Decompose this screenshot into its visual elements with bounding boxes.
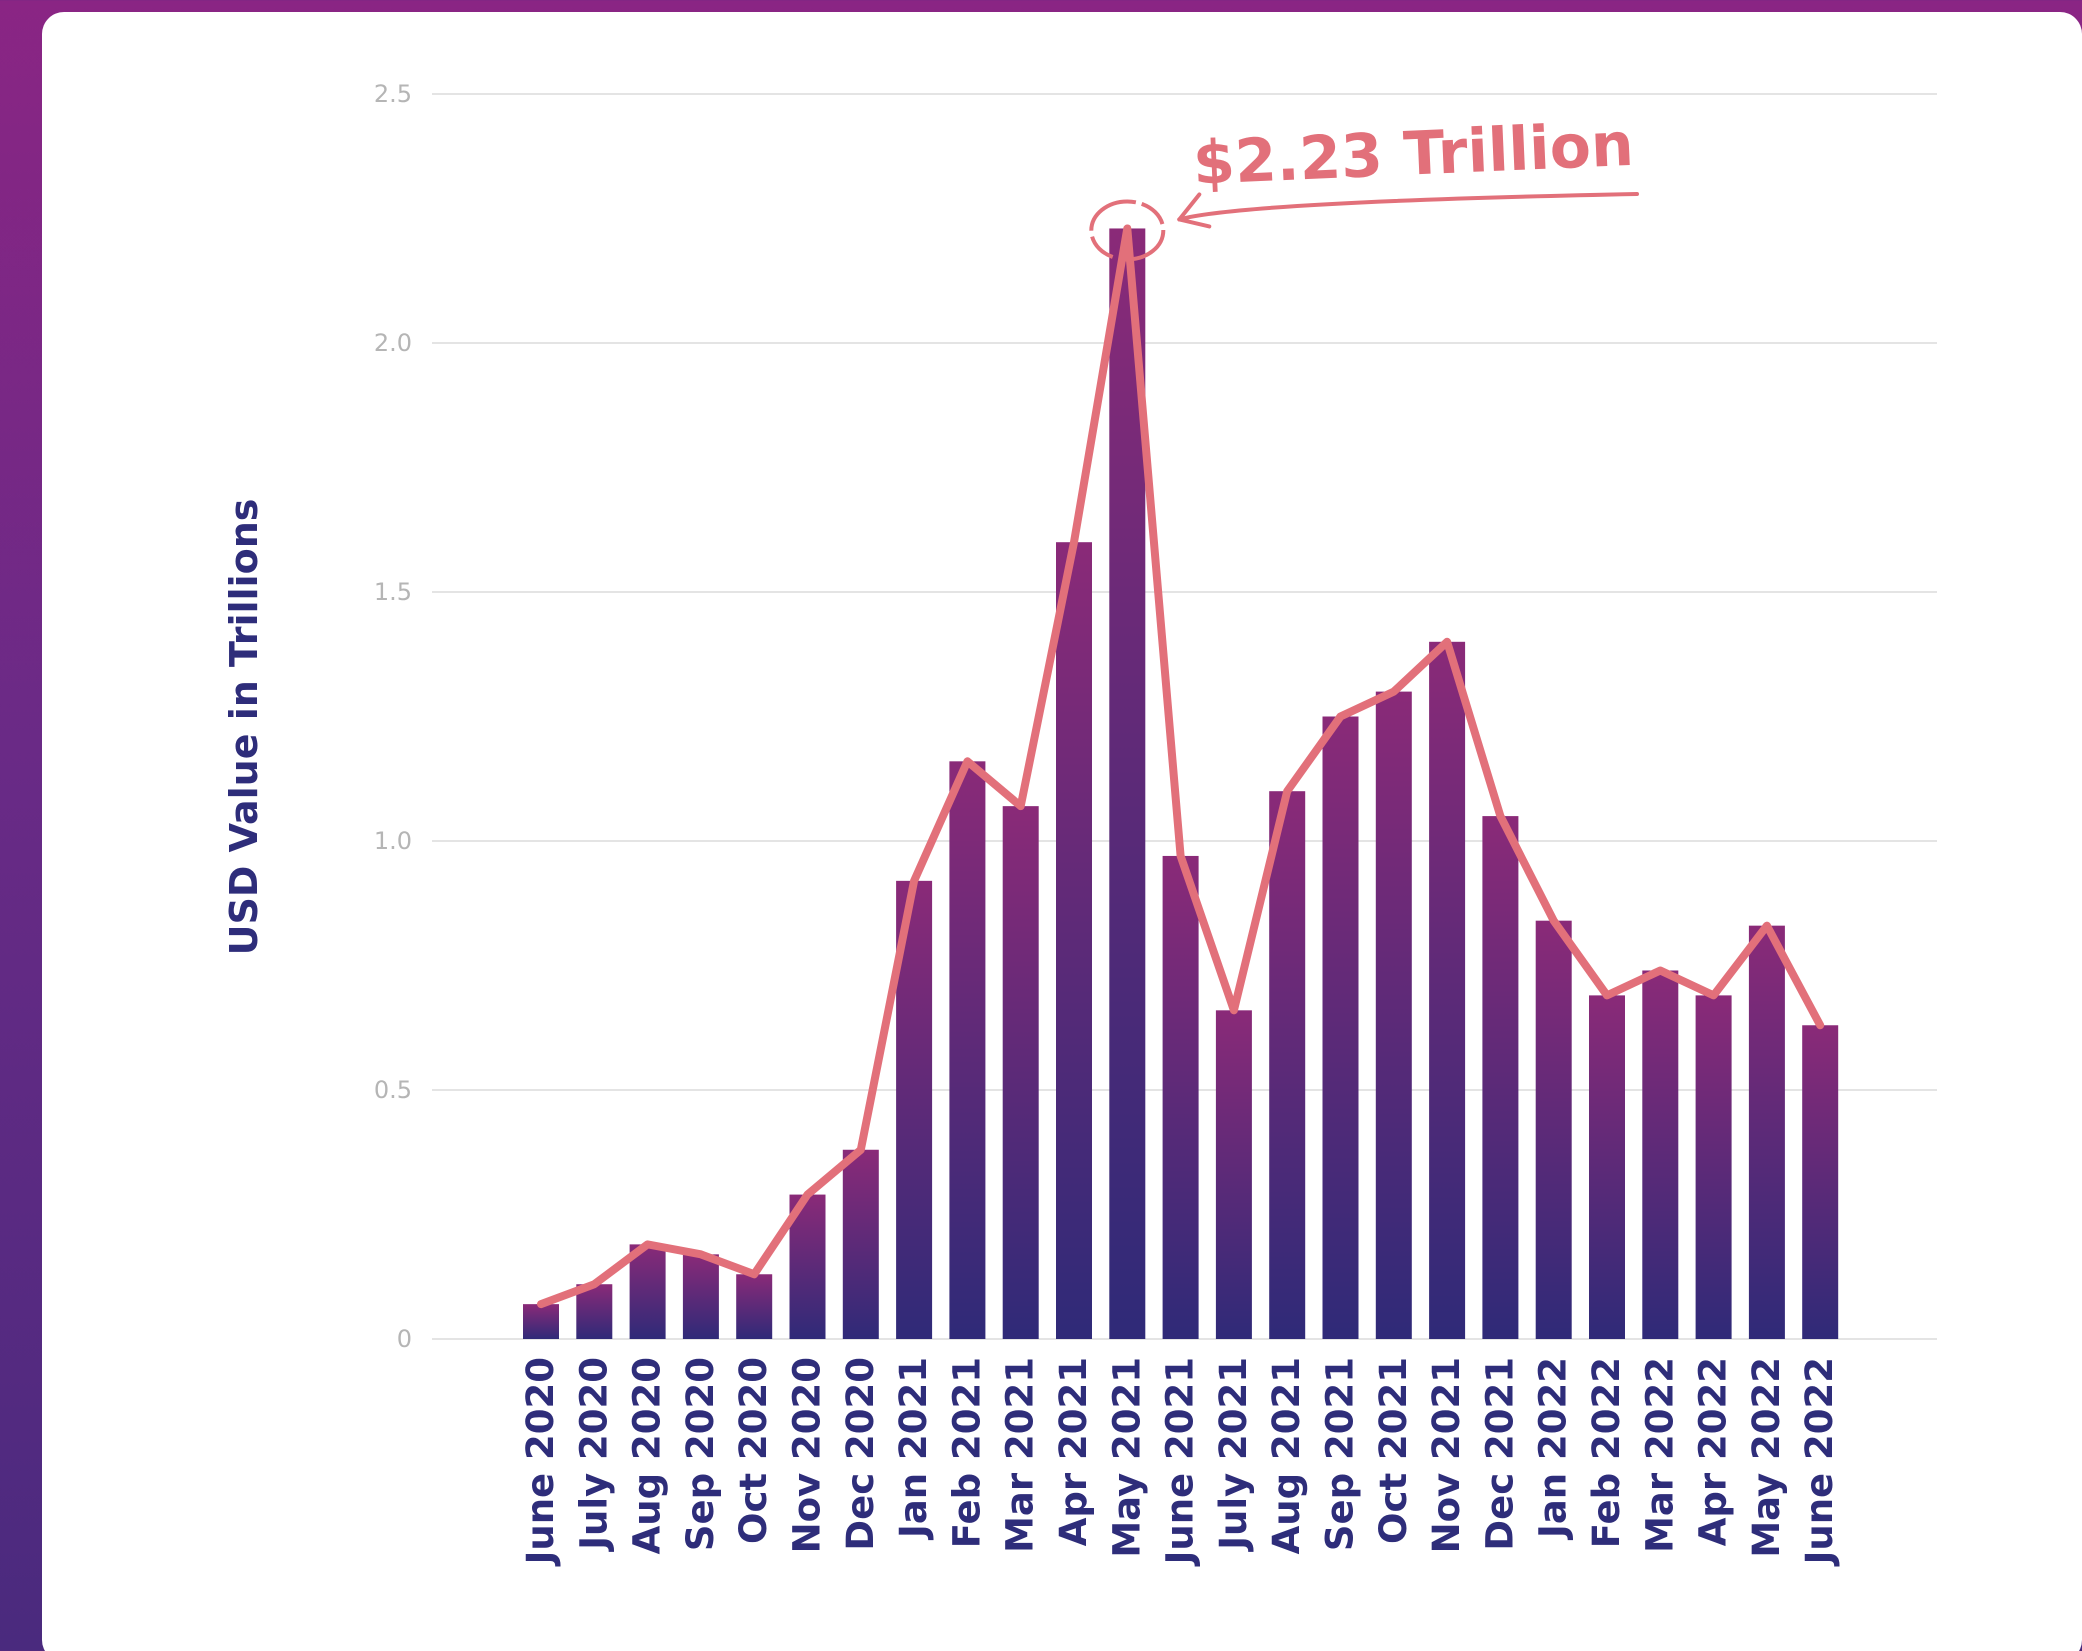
x-axis-labels: June 2020 July 2020 Aug 2020 Sep 2020 Oct 20…	[519, 1357, 1841, 1567]
y-tick-label: 1.5	[374, 578, 412, 606]
bar	[1215, 1010, 1252, 1339]
chart-card: 0 0.5 1.0 1.5 2.0 2.5 June 2020 July 2020 Aug 2…	[42, 12, 2082, 1651]
x-tick-label: Jan 2022	[1532, 1357, 1575, 1541]
x-tick-label: Dec 2020	[839, 1357, 882, 1551]
bar	[576, 1284, 613, 1339]
x-tick-label: Mar 2022	[1638, 1357, 1681, 1553]
bar	[1748, 925, 1785, 1339]
x-tick-label: Sep 2020	[679, 1357, 722, 1551]
bar	[1002, 806, 1039, 1339]
chart: 0 0.5 1.0 1.5 2.0 2.5 June 2020 July 2020 Aug 2…	[222, 80, 1937, 1567]
bar	[1695, 995, 1732, 1339]
bar	[949, 761, 986, 1339]
x-tick-label: Mar 2021	[999, 1357, 1042, 1553]
x-tick-label: Jan 2021	[892, 1357, 935, 1541]
x-tick-label: Apr 2021	[1052, 1357, 1095, 1546]
y-axis-title: USD Value in Trillions	[222, 499, 266, 956]
x-tick-label: Nov 2021	[1425, 1357, 1468, 1553]
bar	[842, 1149, 879, 1339]
x-tick-label: June 2022	[1798, 1357, 1841, 1567]
bar	[736, 1274, 773, 1339]
bar	[1429, 641, 1466, 1339]
x-tick-label: Aug 2021	[1265, 1357, 1308, 1554]
y-tick-label: 1.0	[374, 827, 412, 855]
bar	[1322, 716, 1359, 1339]
annotation-arrowhead	[1177, 192, 1212, 229]
bar	[1642, 970, 1679, 1339]
bar	[1056, 542, 1092, 1339]
x-tick-label: Apr 2022	[1692, 1357, 1735, 1546]
x-tick-label: Feb 2022	[1585, 1357, 1628, 1548]
x-tick-label: Aug 2020	[626, 1357, 669, 1554]
trend-line	[537, 224, 1825, 1309]
x-tick-label: Sep 2021	[1319, 1357, 1362, 1551]
annotation-arrow	[1177, 192, 1639, 222]
y-tick-label: 2.5	[374, 80, 412, 108]
trend-line-group	[537, 224, 1825, 1309]
x-tick-label: July 2021	[1212, 1357, 1255, 1553]
x-tick-label: May 2021	[1105, 1357, 1148, 1558]
bar	[1375, 691, 1412, 1339]
x-tick-label: June 2020	[519, 1357, 562, 1567]
x-tick-label: Oct 2021	[1372, 1357, 1415, 1544]
y-tick-label: 0.5	[374, 1076, 412, 1104]
y-tick-label: 0	[397, 1325, 412, 1353]
bar	[1482, 816, 1519, 1339]
bars	[523, 228, 1839, 1340]
x-tick-label: July 2020	[572, 1357, 615, 1553]
bar	[1535, 920, 1572, 1339]
bar	[523, 1304, 559, 1339]
bar	[1269, 791, 1306, 1339]
x-tick-label: Feb 2021	[945, 1357, 988, 1548]
peak-annotation: $2.23 Trillion	[1089, 110, 1639, 262]
annotation-text: $2.23 Trillion	[1192, 110, 1635, 199]
annotation-circle	[1089, 199, 1166, 262]
bar	[629, 1244, 666, 1339]
bar	[1802, 1025, 1839, 1339]
x-tick-label: Oct 2020	[732, 1357, 775, 1544]
x-tick-label: May 2022	[1745, 1357, 1788, 1558]
bar	[1589, 995, 1625, 1339]
y-tick-label: 2.0	[374, 329, 412, 357]
bar	[1162, 855, 1199, 1339]
x-tick-label: Nov 2020	[786, 1357, 829, 1553]
x-tick-label: Dec 2021	[1478, 1357, 1521, 1551]
x-tick-label: June 2021	[1159, 1357, 1202, 1567]
bar	[682, 1254, 719, 1339]
